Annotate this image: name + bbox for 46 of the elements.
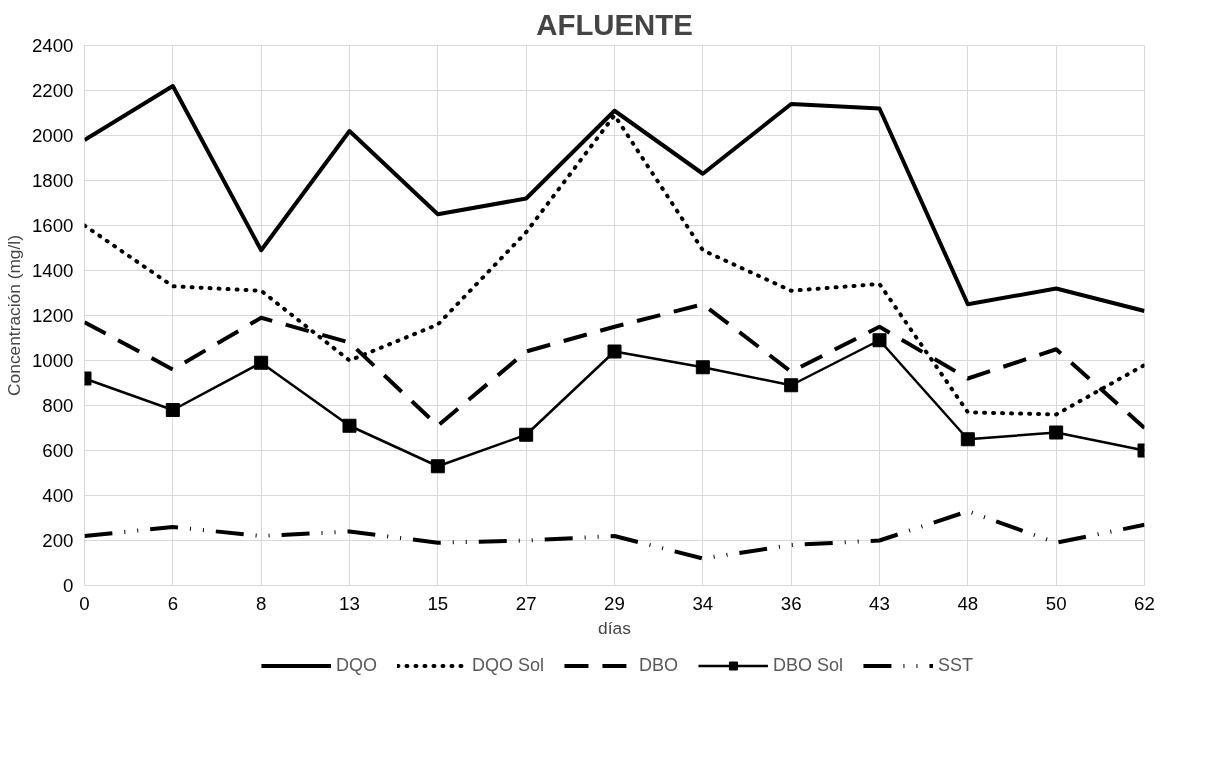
x-tick-label: 48 [957, 592, 979, 614]
legend-label: DBO Sol [773, 654, 844, 676]
point [342, 418, 357, 433]
point [165, 403, 180, 417]
x-axis-title: días [598, 617, 632, 638]
x-tick-label: 13 [339, 592, 360, 614]
line-series [84, 509, 1145, 561]
point [872, 333, 887, 348]
x-tick-label: 34 [692, 592, 714, 614]
legend-label: DQO Sol [471, 654, 544, 676]
legend-label: DBO [638, 654, 679, 676]
y-tick-label: 1600 [32, 215, 74, 236]
x-tick-label: 29 [604, 592, 625, 614]
legend-label: SST [938, 654, 974, 676]
x-tick-label: 27 [515, 592, 537, 614]
y-tick-label: 1800 [32, 170, 74, 191]
point [1049, 425, 1064, 440]
point [695, 360, 710, 375]
y-tick-label: 200 [42, 530, 74, 551]
y-tick-label: 2200 [32, 80, 74, 101]
y-tick-label: 400 [42, 485, 74, 506]
y-tick-label: 1200 [32, 305, 74, 326]
point [607, 344, 622, 359]
y-tick-label: 2000 [32, 125, 74, 146]
y-tick-label: 2400 [32, 35, 74, 56]
x-tick-label: 0 [79, 592, 90, 614]
legend-label: DQO [335, 654, 377, 676]
x-tick-label: 8 [255, 592, 267, 614]
y-tick-label: 0 [63, 575, 74, 596]
point [430, 459, 445, 474]
x-tick-label: 6 [167, 592, 179, 614]
x-tick-label: 50 [1045, 592, 1067, 614]
point [960, 432, 975, 447]
point [519, 427, 534, 442]
y-axis-title: Concentración (mg/l) [4, 235, 24, 396]
x-tick-label: 15 [427, 592, 449, 614]
y-tick-label: 600 [42, 440, 74, 461]
point [254, 355, 269, 370]
x-tick-label: 62 [1134, 592, 1155, 614]
x-tick-label: 36 [780, 592, 802, 614]
y-tick-label: 1000 [32, 350, 74, 371]
chart-title: AFLUENTE [536, 7, 693, 41]
point [784, 378, 799, 393]
y-tick-label: 800 [42, 395, 74, 416]
x-tick-label: 43 [869, 592, 890, 614]
y-tick-label: 1400 [32, 260, 74, 281]
